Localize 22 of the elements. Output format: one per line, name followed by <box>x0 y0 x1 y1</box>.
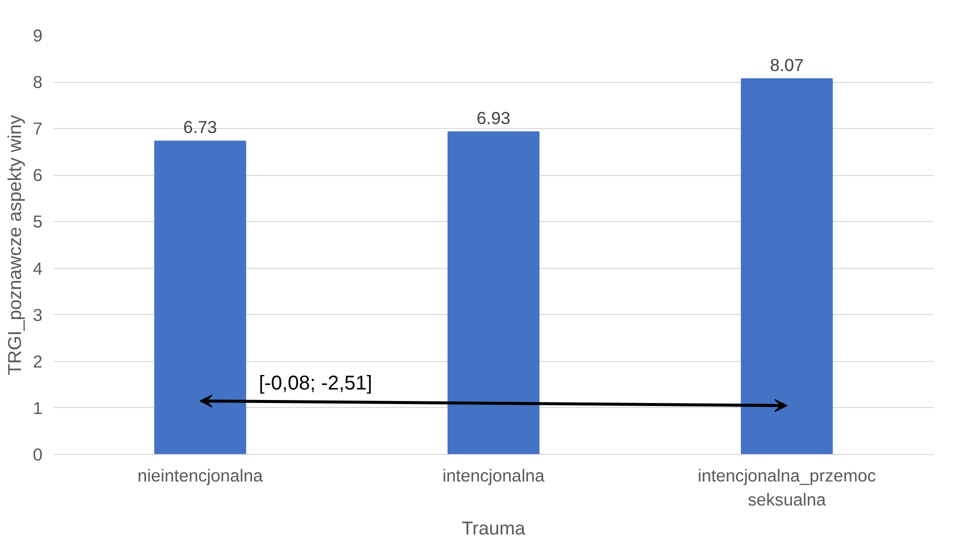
y-tick-label: 5 <box>32 212 43 232</box>
data-label: 6.93 <box>476 108 510 128</box>
y-tick-label: 2 <box>32 351 43 372</box>
y-tick-label: 4 <box>32 258 43 278</box>
x-tick-label: nieintencjonalna <box>138 466 264 486</box>
y-tick-label: 1 <box>32 398 43 418</box>
y-tick-label: 0 <box>32 444 43 464</box>
bar <box>448 131 540 454</box>
y-tick-label: 6 <box>32 165 43 186</box>
bar <box>740 78 833 454</box>
bar <box>154 140 246 454</box>
x-tick-label: intencjonalna_przemoc seksualna <box>698 466 876 510</box>
data-label: 6.73 <box>183 117 218 138</box>
y-axis-title: TRGI_poznawcze aspekty winy <box>4 114 25 376</box>
data-label: 8.07 <box>770 54 804 75</box>
x-tick-label: intencjonalna <box>442 466 545 486</box>
y-tick-label: 7 <box>32 118 43 139</box>
y-tick-label: 8 <box>32 72 43 92</box>
y-tick-label: 3 <box>32 304 43 325</box>
annotation: [-0,08; -2,51] <box>258 372 372 395</box>
y-tick-label: 9 <box>32 26 43 46</box>
x-axis-title: Trauma <box>462 518 526 538</box>
